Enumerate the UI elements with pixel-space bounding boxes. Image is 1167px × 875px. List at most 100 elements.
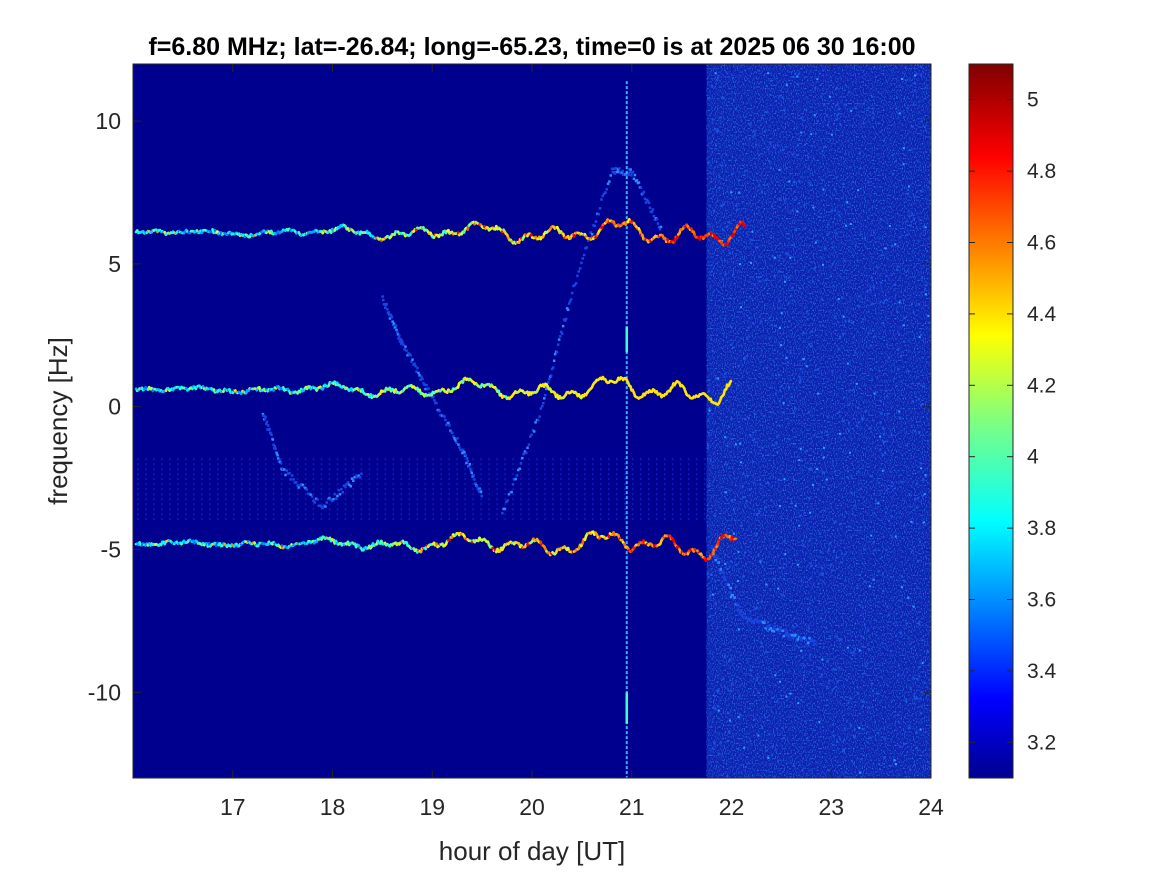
noise-speck: [836, 741, 839, 744]
noise-speck: [796, 75, 799, 78]
noise-speck: [862, 318, 865, 321]
noise-speck: [812, 483, 814, 486]
arc-point: [557, 338, 561, 341]
noise-speck: [751, 322, 754, 325]
noise-speck: [850, 492, 853, 494]
noise-speck: [854, 351, 857, 354]
noise-speck: [816, 120, 819, 123]
arc-point: [511, 483, 515, 486]
noise-speck: [804, 143, 806, 146]
noise-speck: [917, 64, 919, 66]
noise-speck: [822, 324, 825, 327]
noise-speck: [871, 682, 874, 685]
noise-speck: [709, 615, 712, 618]
noise-speck: [767, 481, 769, 484]
noise-speck: [713, 515, 716, 518]
arc-point: [632, 177, 636, 181]
noise-speck: [833, 209, 836, 212]
noise-speck: [774, 748, 777, 751]
noise-speck: [870, 534, 873, 537]
arc-point: [267, 424, 270, 427]
arc-point: [333, 492, 336, 496]
noise-speck: [800, 459, 803, 462]
arc-point: [421, 377, 424, 381]
noise-speck: [730, 438, 733, 441]
noise-speck: [828, 542, 831, 545]
arc-point: [764, 627, 767, 630]
arc-point: [653, 218, 657, 221]
noise-speck: [749, 740, 752, 743]
noise-speck: [890, 485, 893, 488]
noise-speck: [796, 83, 799, 86]
arc-point: [477, 487, 480, 490]
arc-point: [301, 483, 305, 487]
arc-point: [600, 198, 603, 201]
arc-point: [719, 568, 722, 571]
noise-speck: [792, 411, 795, 414]
noise-speck: [817, 582, 820, 585]
noise-speck: [827, 549, 830, 552]
noise-speck: [872, 286, 875, 289]
arc-point: [384, 306, 387, 309]
noise-speck: [879, 300, 882, 303]
noise-speck: [875, 499, 877, 502]
noise-speck: [797, 99, 800, 102]
noise-speck: [761, 190, 763, 193]
noise-speck: [729, 658, 732, 661]
noise-speck: [808, 468, 811, 470]
noise-speck: [804, 720, 807, 723]
noise-speck: [866, 662, 869, 665]
noise-speck: [867, 107, 870, 109]
arc-point: [386, 308, 389, 311]
noise-speck: [897, 720, 900, 723]
noise-speck: [915, 506, 918, 509]
noise-speck: [799, 447, 802, 450]
noise-speck: [752, 572, 755, 575]
noise-speck: [894, 487, 897, 490]
noise-speck: [754, 608, 757, 610]
noise-speck: [737, 365, 740, 368]
arc-point: [290, 474, 294, 477]
noise-speck: [744, 358, 747, 361]
noise-speck: [783, 594, 786, 597]
noise-speck: [906, 269, 909, 272]
noise-speck: [757, 734, 760, 737]
noise-speck: [908, 224, 911, 227]
noise-speck: [927, 186, 930, 189]
arc-point: [718, 569, 721, 573]
noise-speck: [830, 209, 833, 212]
noise-speck: [755, 679, 758, 682]
arc-point: [564, 317, 568, 321]
noise-speck: [915, 732, 918, 735]
arc-point: [781, 629, 784, 632]
arc-point: [731, 593, 734, 597]
noise-speck: [728, 659, 731, 662]
noise-speck: [776, 144, 779, 147]
noise-speck: [928, 678, 931, 681]
noise-speck: [730, 191, 733, 194]
noise-speck: [803, 674, 805, 677]
noise-speck: [899, 745, 901, 748]
noise-speck: [790, 501, 793, 504]
noise-speck: [902, 163, 905, 166]
arc-point: [589, 231, 592, 234]
arc-point: [346, 481, 350, 484]
noise-speck: [897, 368, 900, 371]
noise-speck: [912, 605, 915, 608]
noise-speck: [782, 411, 785, 414]
noise-speck: [750, 669, 753, 672]
noise-speck: [771, 205, 774, 208]
noise-speck: [853, 504, 856, 507]
arc-point: [613, 172, 616, 175]
noise-speck: [822, 69, 825, 72]
noise-speck: [837, 680, 840, 683]
arc-point: [642, 190, 646, 194]
noise-speck: [889, 765, 892, 767]
noise-speck: [820, 551, 823, 554]
arc-point: [316, 498, 319, 501]
noise-speck: [919, 728, 922, 731]
noise-speck: [830, 563, 833, 566]
noise-speck: [783, 108, 786, 111]
arc-point: [633, 173, 637, 177]
noise-speck: [920, 74, 923, 77]
